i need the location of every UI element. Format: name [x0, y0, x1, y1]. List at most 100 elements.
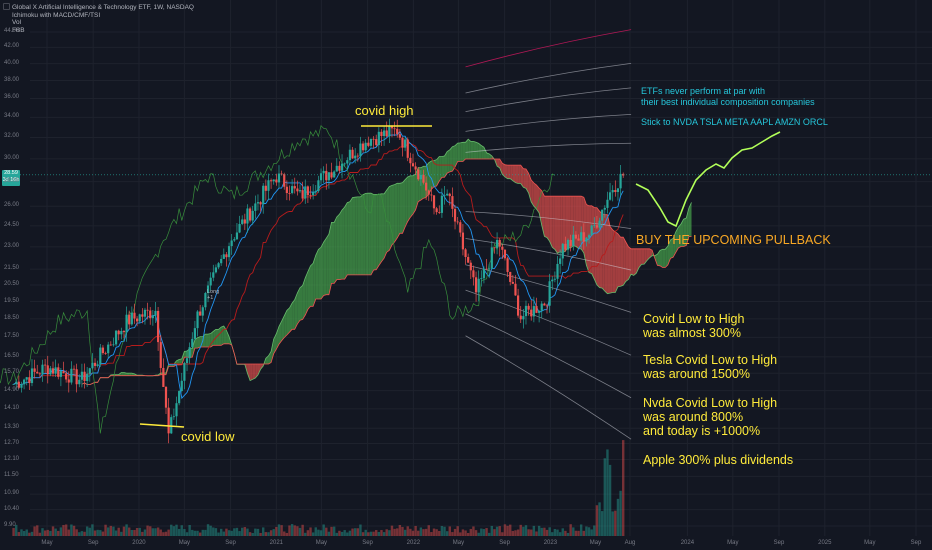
volume-bar: [524, 525, 528, 536]
candle-body: [154, 310, 157, 316]
candle-body: [577, 238, 580, 241]
bollinger-band-line: [465, 62, 632, 94]
ichimoku-cloud-bull: [455, 143, 458, 168]
volume-bar: [540, 527, 543, 536]
ichimoku-cloud-bear: [631, 248, 634, 276]
candle-body: [440, 195, 443, 213]
candle-body: [551, 279, 554, 282]
volume-bar: [430, 532, 433, 536]
volume-bar: [459, 532, 462, 536]
ichimoku-cloud-bull: [221, 325, 224, 346]
candle-body: [304, 186, 307, 199]
long-label-text: Long: [207, 289, 220, 295]
ichimoku-cloud-bear: [523, 168, 526, 189]
ichimoku-cloud-bear: [515, 165, 519, 184]
candle-body: [464, 249, 467, 258]
volume-bar: [285, 532, 289, 536]
long-position-label: Long +1: [207, 289, 219, 301]
ichimoku-cloud-bull: [370, 193, 374, 275]
indicator-vol[interactable]: Vol: [12, 19, 22, 26]
symbol-title[interactable]: Global X Artificial Intelligence & Techn…: [12, 4, 194, 11]
candle-body: [427, 190, 430, 195]
volume-bar: [72, 525, 76, 536]
bollinger-band-line: [465, 29, 632, 68]
candle-body: [93, 362, 97, 366]
volume-bar: [109, 525, 113, 536]
time-tick-label: May: [452, 540, 465, 546]
ichimoku-cloud-bull: [294, 292, 298, 330]
candle-body: [65, 373, 68, 380]
bollinger-band-line: [465, 142, 632, 153]
ichimoku-cloud-bull: [386, 186, 390, 253]
volume-bar: [225, 528, 228, 536]
candle-body: [390, 125, 394, 129]
volume-bar: [201, 529, 204, 536]
candle-body: [183, 362, 186, 381]
ichimoku-cloud-bear: [250, 364, 253, 381]
volume-bar: [474, 530, 478, 536]
ichimoku-cloud-bull: [347, 201, 350, 275]
last-price-value: 28.59: [4, 170, 18, 176]
ichimoku-cloud-bull: [412, 173, 416, 214]
volume-bar: [62, 525, 65, 536]
volume-bar: [122, 526, 126, 536]
volume-bar: [522, 526, 525, 536]
ichimoku-cloud-bull: [208, 333, 211, 348]
candle-body: [301, 190, 304, 199]
volume-bar: [466, 532, 470, 536]
ichimoku-cloud-bear: [625, 241, 629, 282]
volume-bar: [485, 528, 488, 536]
candle-body: [164, 386, 168, 408]
volume-bar: [427, 525, 430, 536]
candle-body: [377, 131, 380, 146]
covid-high-label: covid high: [355, 103, 414, 118]
ichimoku-cloud-bear: [547, 196, 550, 242]
volume-bar: [88, 527, 91, 536]
time-tick-label: 2025: [818, 540, 832, 546]
volume-bar: [67, 529, 70, 536]
candle-body: [180, 380, 183, 392]
candle-body: [267, 180, 270, 191]
indicator-ichimoku[interactable]: Ichimoku with MACD/CMF/TSI: [12, 11, 101, 19]
price-tick-label: 10.40: [4, 505, 20, 512]
ichimoku-cloud-bull: [213, 329, 216, 346]
nvda-line-2: was around 800%: [643, 410, 744, 424]
volume-bar: [519, 524, 522, 536]
candle-body: [616, 188, 620, 193]
volume-bar: [280, 525, 283, 536]
volume-bar: [556, 529, 559, 536]
volume-bar: [133, 529, 136, 536]
ichimoku-cloud-bear: [641, 248, 645, 265]
time-tick-label: 2021: [269, 540, 284, 546]
bollinger-band-line: [465, 335, 632, 440]
volume-bar: [83, 531, 86, 536]
volume-bar: [356, 528, 360, 536]
volume-bar: [135, 527, 139, 536]
candle-body: [46, 365, 49, 375]
volume-bar: [267, 532, 270, 536]
volume-bar: [198, 532, 202, 536]
candle-body: [601, 209, 604, 221]
candle-body: [293, 186, 296, 189]
candle-body: [538, 310, 541, 313]
ichimoku-cloud-bear: [541, 190, 545, 237]
candle-body: [272, 179, 275, 182]
ichimoku-cloud-bear: [497, 159, 500, 168]
volume-bar: [57, 530, 60, 536]
candle-body: [120, 330, 123, 335]
indicator-fbb[interactable]: FBB: [12, 26, 25, 34]
volume-bar: [75, 529, 78, 536]
candle-body: [125, 314, 128, 333]
chart-menu-icon[interactable]: [3, 3, 10, 10]
ichimoku-cloud-bear: [583, 197, 587, 266]
candle-body: [204, 293, 207, 308]
ichimoku-cloud-bull: [407, 175, 411, 222]
candle-body: [291, 186, 294, 194]
ichimoku-cloud-bear: [531, 179, 534, 207]
volume-bar: [353, 528, 357, 536]
time-tick-label: Sep: [87, 540, 99, 546]
ichimoku-cloud-bear: [518, 165, 521, 184]
ichimoku-cloud-bull: [483, 147, 487, 160]
